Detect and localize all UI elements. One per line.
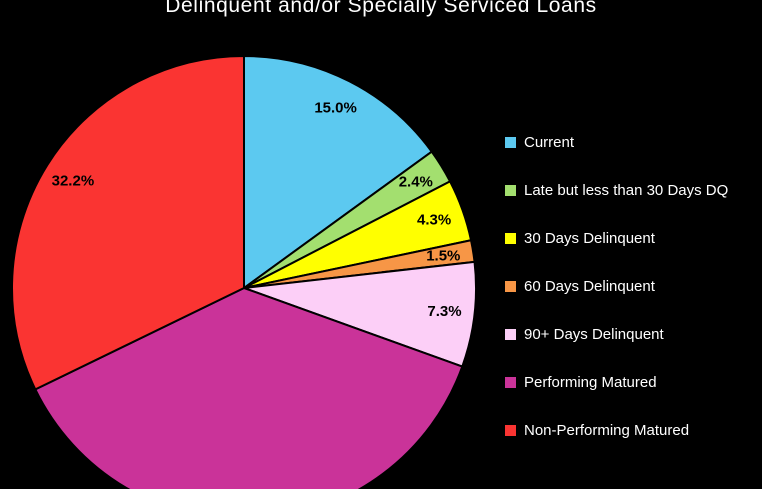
legend-label-current: Current: [524, 134, 575, 151]
pie-slice-90-days-delinquent: [243, 260, 477, 368]
legend-marker-late-but-less-than-30-days-dq: [505, 185, 516, 196]
pie-slice-current: [243, 55, 433, 289]
pie-slice-label-non-performing-matured: 32.2%: [52, 172, 95, 189]
pie-slice-label-30-days-delinquent: 4.3%: [417, 212, 451, 229]
legend-label-90-days-delinquent: 90+ Days Delinquent: [524, 326, 664, 343]
legend-marker-60-days-delinquent: [505, 281, 516, 292]
pie-slice-label-late-but-less-than-30-days-dq: 2.4%: [399, 174, 433, 191]
legend-label-performing-matured: Performing Matured: [524, 374, 657, 391]
pie-slice-label-90-days-delinquent: 7.3%: [427, 303, 461, 320]
legend-item-performing-matured: Performing Matured: [505, 374, 728, 391]
legend-label-late-but-less-than-30-days-dq: Late but less than 30 Days DQ: [524, 182, 729, 199]
legend-item-90-days-delinquent: 90+ Days Delinquent: [505, 326, 728, 343]
legend-marker-current: [505, 137, 516, 148]
legend-item-60-days-delinquent: 60 Days Delinquent: [505, 278, 728, 295]
legend-marker-non-performing-matured: [505, 425, 516, 436]
legend-marker-90-days-delinquent: [505, 329, 516, 340]
legend-marker-30-days-delinquent: [505, 233, 516, 244]
pie-slice-non-performing-matured: [11, 55, 245, 391]
legend-marker-performing-matured: [505, 377, 516, 388]
legend-item-non-performing-matured: Non-Performing Matured: [505, 422, 728, 439]
legend-item-30-days-delinquent: 30 Days Delinquent: [505, 230, 728, 247]
pie-slice-label-60-days-delinquent: 1.5%: [426, 247, 460, 264]
legend-label-non-performing-matured: Non-Performing Matured: [524, 422, 690, 439]
legend-item-current: Current: [505, 134, 728, 151]
legend-label-30-days-delinquent: 30 Days Delinquent: [524, 230, 655, 247]
pie-slice-label-current: 15.0%: [314, 100, 357, 117]
chart-legend: Current Late but less than 30 Days DQ 30 D…: [505, 134, 728, 470]
legend-label-60-days-delinquent: 60 Days Delinquent: [524, 278, 655, 295]
chart-title: Delinquent and/or Specially Serviced Loa…: [165, 0, 597, 17]
legend-item-late-but-less-than-30-days-dq: Late but less than 30 Days DQ: [505, 182, 728, 199]
